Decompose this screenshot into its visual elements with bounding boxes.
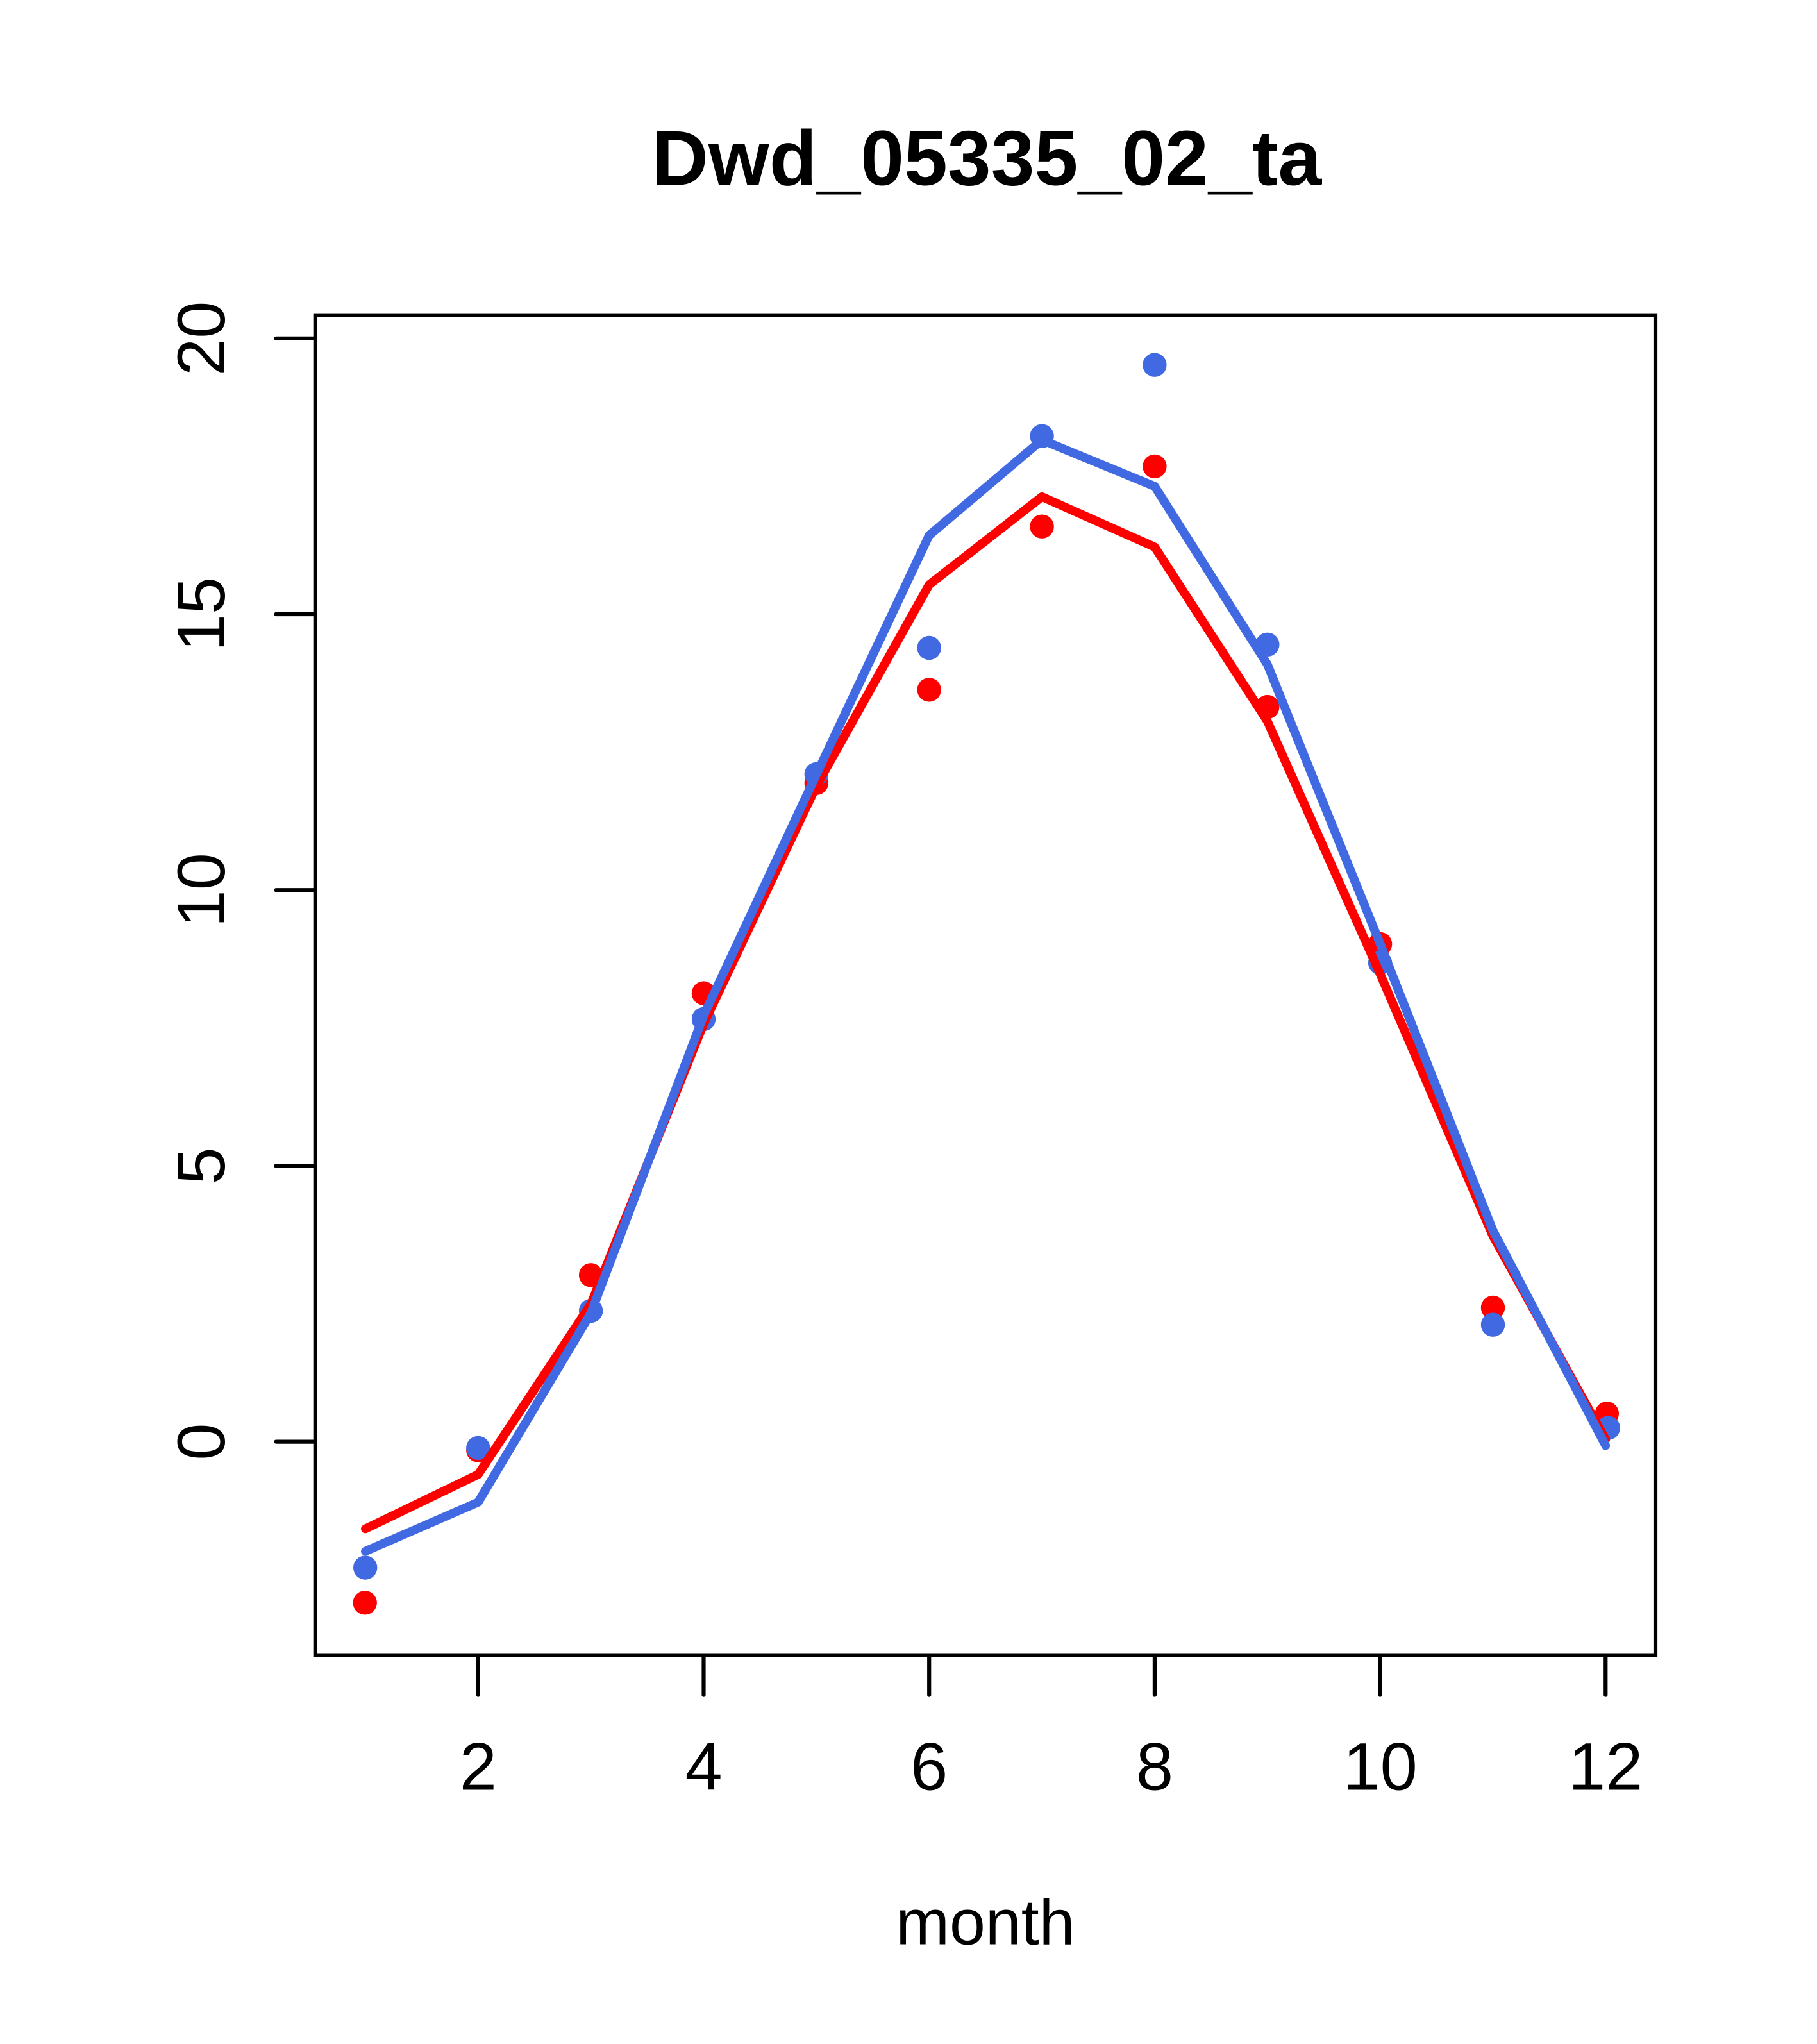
svg-text:5: 5	[164, 1147, 239, 1184]
svg-text:6: 6	[910, 1729, 948, 1804]
svg-text:10: 10	[1343, 1729, 1417, 1804]
svg-text:Dwd_05335_02_ta: Dwd_05335_02_ta	[652, 115, 1323, 202]
svg-text:4: 4	[685, 1729, 722, 1804]
svg-text:20: 20	[164, 301, 239, 376]
svg-text:0: 0	[164, 1423, 239, 1461]
svg-text:12: 12	[1568, 1729, 1643, 1804]
svg-text:8: 8	[1136, 1729, 1173, 1804]
svg-text:2: 2	[460, 1729, 497, 1804]
svg-text:10: 10	[164, 853, 239, 927]
svg-text:15: 15	[164, 577, 239, 651]
svg-text:month: month	[896, 1887, 1075, 1959]
